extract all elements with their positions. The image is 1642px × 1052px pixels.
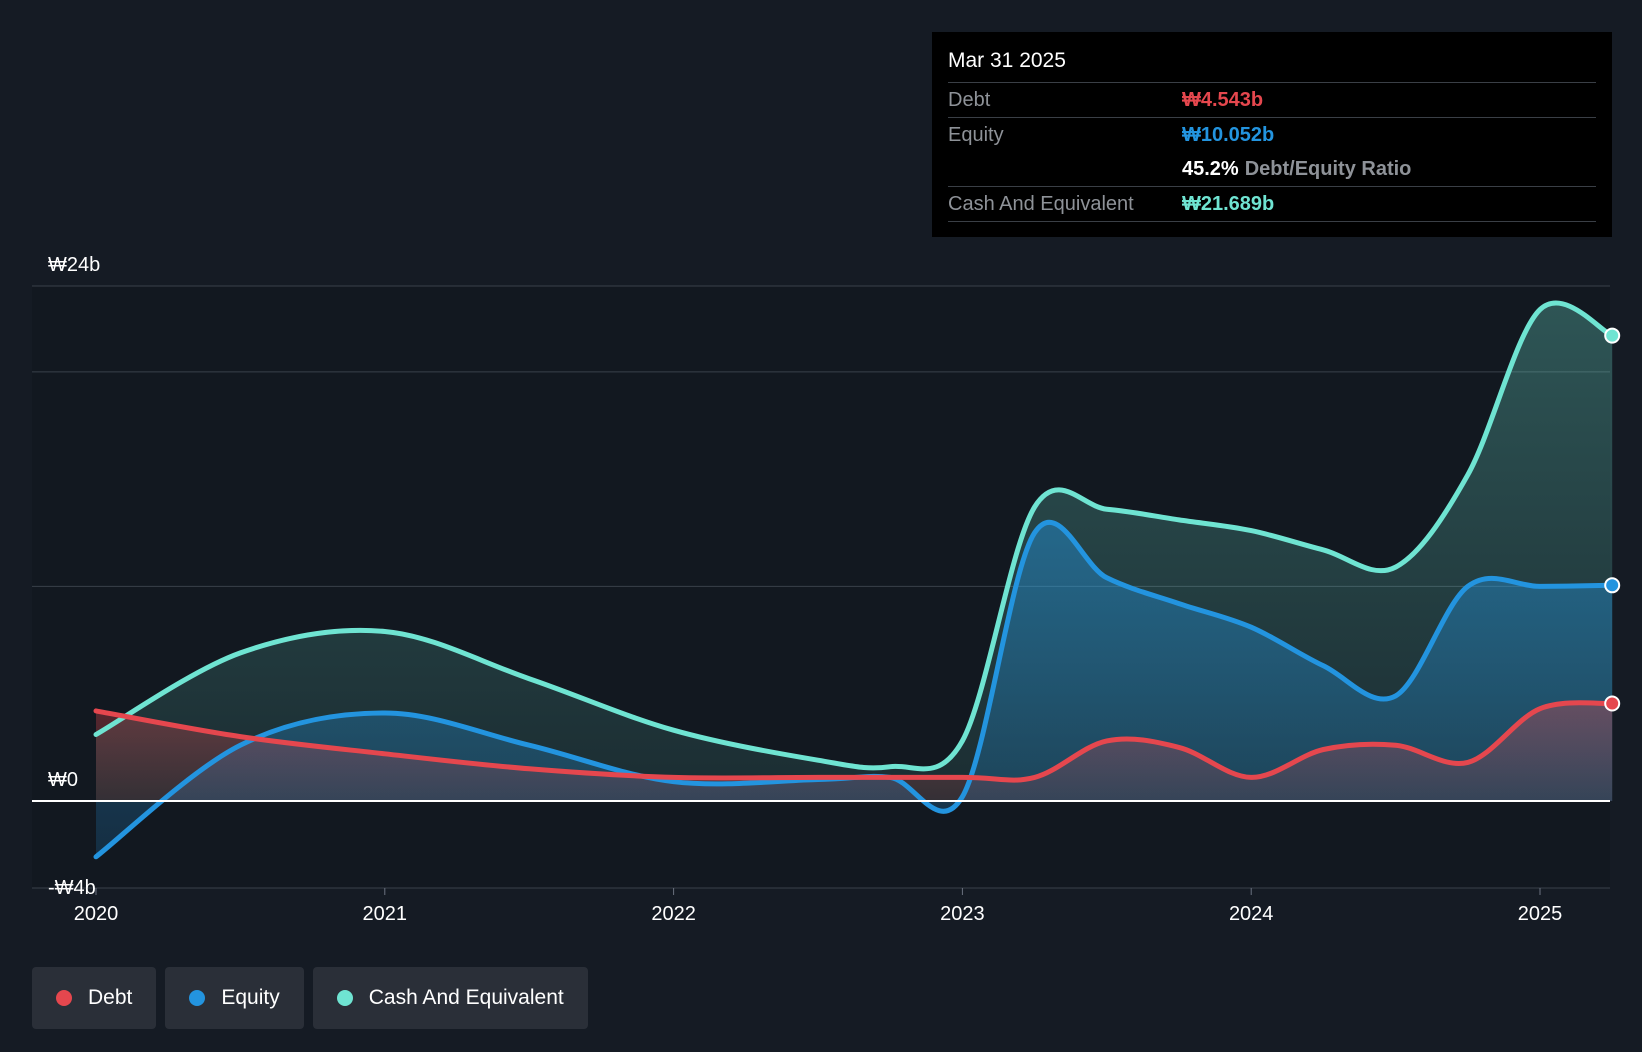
tooltip-cash-value: ₩21.689b — [1182, 193, 1275, 215]
debt-line — [93, 700, 1615, 783]
x-tick-label: 2021 — [363, 903, 408, 925]
tooltip-debt-row: Debt ₩4.543b — [948, 83, 1596, 118]
chart-legend: Debt Equity Cash And Equivalent — [32, 967, 597, 1029]
tooltip-cash-row: Cash And Equivalent ₩21.689b — [948, 187, 1596, 222]
legend-debt-label: Debt — [88, 986, 133, 1009]
legend-item-debt[interactable]: Debt — [32, 967, 157, 1029]
cash-point — [1604, 327, 1621, 344]
debt-dot-icon — [56, 990, 72, 1006]
debt-area — [96, 702, 1613, 801]
tooltip-debt-value: ₩4.543b — [1182, 89, 1264, 111]
legend-cash-label: Cash And Equivalent — [368, 986, 564, 1009]
tooltip-cash-label: Cash And Equivalent — [948, 193, 1134, 215]
tooltip-panel: Mar 31 2025 Debt ₩4.543b Equity ₩10.052b… — [932, 32, 1612, 237]
legend-item-cash[interactable]: Cash And Equivalent — [312, 967, 588, 1029]
equity-dot-icon — [189, 990, 206, 1006]
y-tick-label: ₩24b — [48, 254, 100, 276]
cash-dot-icon — [336, 990, 353, 1006]
tooltip-equity-label: Equity — [948, 124, 1004, 146]
x-tick-label: 2020 — [74, 903, 119, 925]
x-tick-label: 2023 — [940, 903, 985, 925]
x-tick-label: 2025 — [1518, 903, 1563, 925]
legend-item-equity[interactable]: Equity — [165, 967, 304, 1029]
y-tick-label: -₩4b — [48, 877, 96, 899]
legend-equity-label: Equity — [221, 986, 280, 1009]
x-tick-label: 2022 — [651, 903, 696, 925]
tooltip-ratio-value: 45.2% — [1182, 158, 1239, 180]
tooltip-ratio-row: 45.2% Debt/Equity Ratio — [948, 152, 1596, 187]
equity-point — [1604, 577, 1621, 594]
x-tick-label: 2024 — [1229, 903, 1274, 925]
cash-line — [93, 300, 1615, 772]
debt-point — [1604, 695, 1621, 712]
tooltip-ratio-label: Debt/Equity Ratio — [1244, 158, 1412, 180]
y-tick-label: ₩0 — [48, 769, 78, 791]
tooltip-equity-value: ₩10.052b — [1182, 124, 1275, 146]
tooltip-date: Mar 31 2025 — [948, 46, 1596, 83]
equity-line — [93, 519, 1615, 860]
tooltip-debt-label: Debt — [948, 89, 991, 111]
tooltip-equity-row: Equity ₩10.052b — [948, 118, 1596, 152]
